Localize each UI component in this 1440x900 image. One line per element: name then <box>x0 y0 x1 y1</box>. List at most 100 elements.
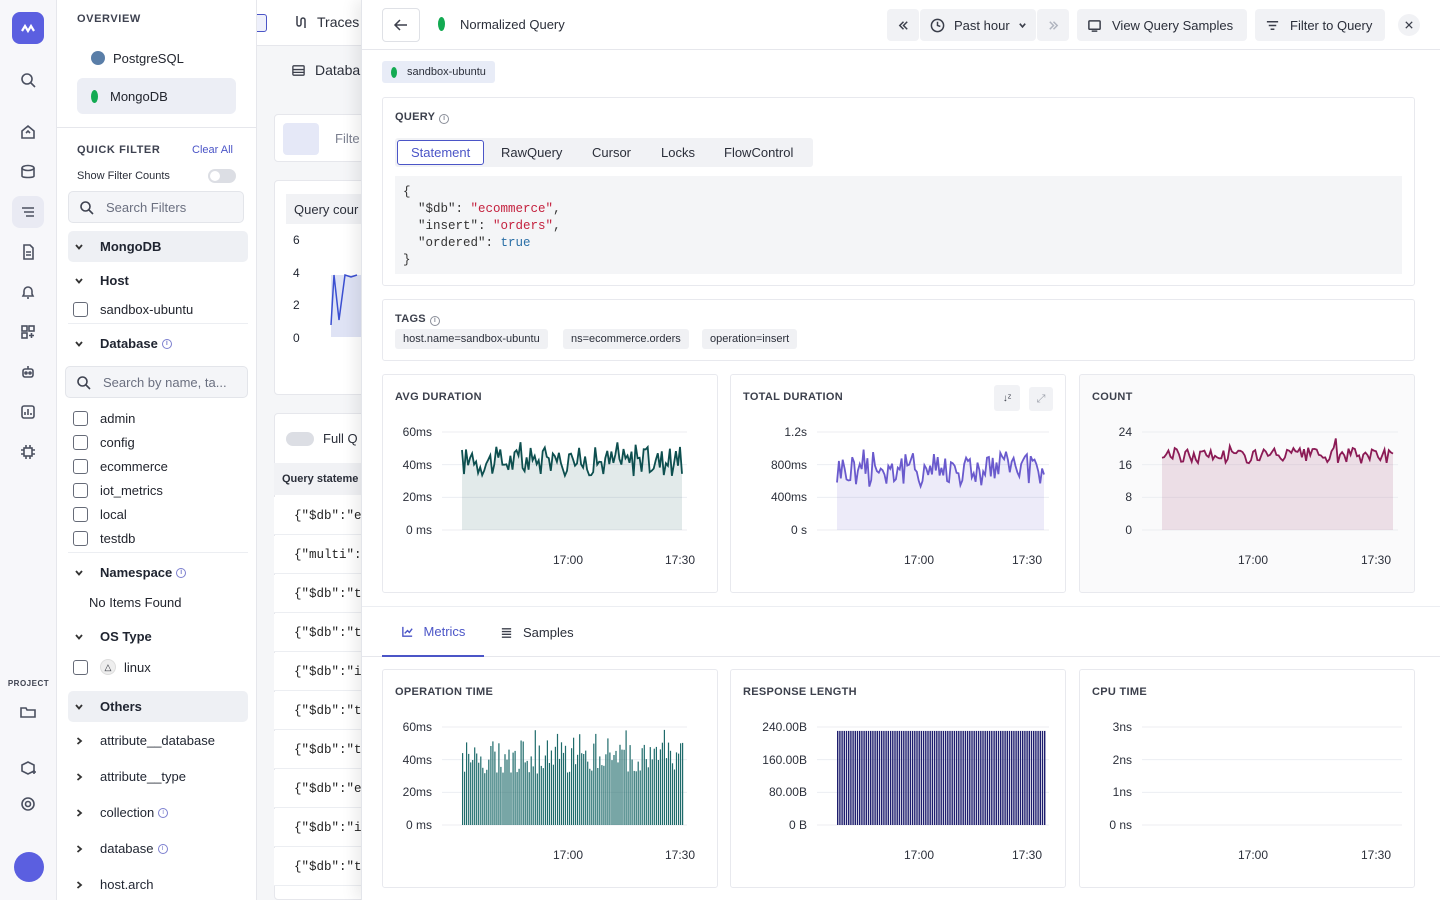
query-row[interactable]: {"$db":"i <box>274 809 367 847</box>
query-row[interactable]: {"$db":"i <box>274 653 367 691</box>
query-row[interactable]: {"$db":"e <box>274 497 367 535</box>
database-option[interactable]: local <box>73 503 127 525</box>
folder-icon[interactable] <box>12 696 44 728</box>
user-avatar[interactable] <box>14 852 44 882</box>
filter-input[interactable]: Filte <box>335 131 360 146</box>
checkbox[interactable] <box>73 410 88 426</box>
others-item[interactable]: attribute__database <box>68 725 248 756</box>
chevron-down-icon <box>68 276 90 286</box>
filter-to-query-button[interactable]: Filter to Query <box>1255 9 1385 41</box>
chevron-right-icon <box>68 808 90 818</box>
others-item[interactable]: attribute__type <box>68 761 248 792</box>
sort-icon[interactable]: ↓ᶻ <box>994 385 1020 411</box>
query-row[interactable]: {"$db":"t <box>274 692 367 730</box>
group-mongodb[interactable]: MongoDB <box>68 231 248 262</box>
back-button[interactable] <box>382 8 420 42</box>
checkbox[interactable] <box>73 506 88 522</box>
home-icon[interactable] <box>12 116 44 148</box>
database-option[interactable]: ecommerce <box>73 455 168 477</box>
tag-chip[interactable]: ns=ecommerce.orders <box>563 329 689 349</box>
others-item[interactable]: database i <box>68 833 248 864</box>
query-row[interactable]: {"$db":"t <box>274 848 367 886</box>
database-search-input[interactable]: Search by name, ta... <box>65 366 248 398</box>
chart-title: TOTAL DURATION <box>743 391 843 403</box>
dashboard-icon[interactable] <box>12 316 44 348</box>
tab-flowcontrol[interactable]: FlowControl <box>724 145 794 160</box>
close-button[interactable] <box>1398 14 1420 36</box>
quick-filter-heading: QUICK FILTER <box>77 144 161 156</box>
full-query-label: Full Q <box>323 431 358 446</box>
show-filter-counts-toggle[interactable] <box>208 169 236 183</box>
search-icon[interactable] <box>12 64 44 96</box>
group-database[interactable]: Database i <box>68 328 248 359</box>
checkbox[interactable] <box>73 482 88 498</box>
robot-icon[interactable] <box>12 356 44 388</box>
search-icon <box>80 200 94 215</box>
query-row[interactable]: {"$db":"t <box>274 614 367 652</box>
database-option[interactable]: admin <box>73 407 135 429</box>
source-mongodb[interactable]: MongoDB <box>77 78 236 114</box>
tab-samples[interactable]: Samples <box>500 607 590 657</box>
query-detail-panel: Normalized Query Past hour View Query Sa… <box>361 0 1440 900</box>
document-icon[interactable] <box>12 236 44 268</box>
group-host[interactable]: Host <box>68 265 248 296</box>
query-row[interactable]: {"$db":"t <box>274 731 367 769</box>
alert-bell-icon[interactable] <box>12 276 44 308</box>
database-option[interactable]: iot_metrics <box>73 479 163 501</box>
tag-chip[interactable]: operation=insert <box>702 329 798 349</box>
checkbox[interactable] <box>73 659 88 675</box>
chip-icon[interactable] <box>12 436 44 468</box>
database-tab[interactable]: Databa <box>291 62 360 78</box>
tab-rawquery[interactable]: RawQuery <box>501 145 563 160</box>
host-option[interactable]: sandbox-ubuntu <box>73 298 193 320</box>
collapse-sidebar-icon[interactable] <box>257 14 267 32</box>
tab-cursor[interactable]: Cursor <box>592 145 632 160</box>
time-next-button[interactable] <box>1037 9 1069 41</box>
time-range-select[interactable]: Past hour <box>920 9 1036 41</box>
cpu-time-card: CPU TIME <box>1079 669 1415 888</box>
chevron-down-icon <box>68 702 90 712</box>
database-option[interactable]: testdb <box>73 527 135 549</box>
checkbox[interactable] <box>73 434 88 450</box>
chevron-right-icon <box>68 736 90 746</box>
tab-locks[interactable]: Locks <box>661 145 695 160</box>
full-query-toggle[interactable] <box>286 432 314 446</box>
tags-section-title: TAGS i <box>395 313 440 326</box>
search-filters-input[interactable]: Search Filters <box>68 191 244 223</box>
checkbox[interactable] <box>73 458 88 474</box>
analytics-icon[interactable] <box>12 396 44 428</box>
others-item[interactable]: host.arch <box>68 869 248 900</box>
source-postgresql[interactable]: PostgreSQL <box>77 40 236 76</box>
group-others[interactable]: Others <box>68 691 248 722</box>
refresh-search-icon[interactable] <box>283 123 319 155</box>
database-option[interactable]: config <box>73 431 135 453</box>
tab-statement[interactable]: Statement <box>397 140 485 165</box>
query-row[interactable]: {"$db":"t <box>274 575 367 613</box>
list-icon[interactable] <box>12 196 44 228</box>
linux-penguin-icon: △ <box>100 659 116 675</box>
clear-all-link[interactable]: Clear All <box>192 144 233 156</box>
chevron-down-icon <box>68 632 90 642</box>
database-icon[interactable] <box>12 156 44 188</box>
others-item[interactable]: collection i <box>68 797 248 828</box>
samples-icon <box>1088 19 1101 32</box>
view-query-samples-button[interactable]: View Query Samples <box>1077 9 1247 41</box>
app-logo[interactable] <box>12 12 44 44</box>
time-prev-button[interactable] <box>887 9 919 41</box>
group-namespace[interactable]: Namespace i <box>68 557 248 588</box>
box-add-icon[interactable] <box>12 752 44 784</box>
checkbox[interactable] <box>73 301 88 317</box>
mongodb-leaf-icon <box>91 89 98 103</box>
panel-title: Normalized Query <box>460 17 565 32</box>
settings-gear-icon[interactable] <box>12 788 44 820</box>
tag-chip[interactable]: host.name=sandbox-ubuntu <box>395 329 548 349</box>
group-os-type[interactable]: OS Type <box>68 621 248 652</box>
checkbox[interactable] <box>73 530 88 546</box>
traces-tab[interactable]: Traces <box>293 14 359 30</box>
query-row[interactable]: {"$db":"e <box>274 770 367 808</box>
chevron-down-icon <box>68 568 90 578</box>
os-option[interactable]: △ linux <box>73 656 151 678</box>
query-row[interactable]: {"multi": <box>274 536 367 574</box>
expand-icon[interactable]: ⤢ <box>1029 387 1053 411</box>
tab-metrics[interactable]: Metrics <box>382 607 484 657</box>
